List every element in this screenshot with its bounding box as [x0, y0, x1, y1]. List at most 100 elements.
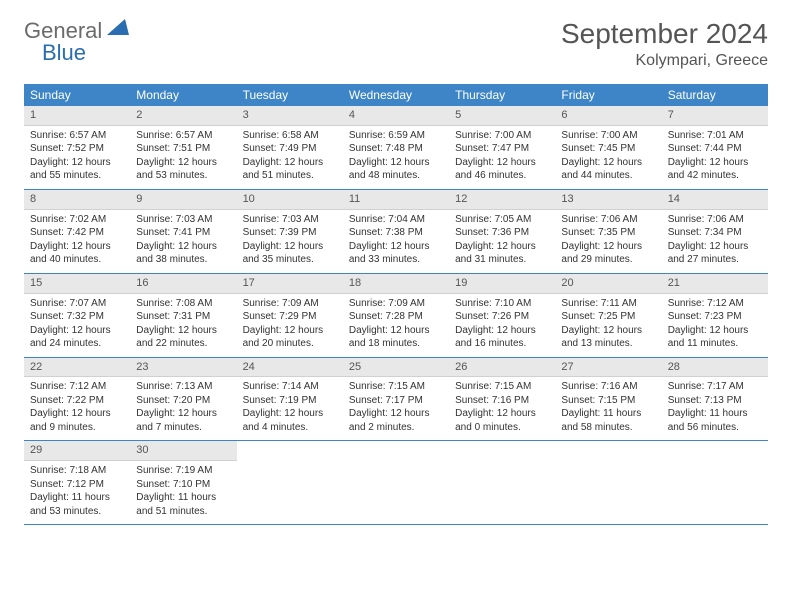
day-body: Sunrise: 6:57 AMSunset: 7:51 PMDaylight:… [130, 126, 236, 189]
daylight-text-2: and 53 minutes. [136, 169, 230, 183]
daylight-text-1: Daylight: 12 hours [136, 240, 230, 254]
sunset-text: Sunset: 7:28 PM [349, 310, 443, 324]
day-cell: 1Sunrise: 6:57 AMSunset: 7:52 PMDaylight… [24, 106, 130, 189]
daylight-text-1: Daylight: 12 hours [455, 324, 549, 338]
day-cell: 18Sunrise: 7:09 AMSunset: 7:28 PMDayligh… [343, 273, 449, 357]
day-number: 28 [662, 358, 768, 378]
weekday-header: Wednesday [343, 84, 449, 106]
weekday-header: Saturday [662, 84, 768, 106]
weekday-header-row: Sunday Monday Tuesday Wednesday Thursday… [24, 84, 768, 106]
sunset-text: Sunset: 7:12 PM [30, 478, 124, 492]
empty-cell [662, 441, 768, 525]
day-number: 23 [130, 358, 236, 378]
day-body: Sunrise: 7:06 AMSunset: 7:35 PMDaylight:… [555, 210, 661, 273]
daylight-text-1: Daylight: 12 hours [561, 240, 655, 254]
day-body: Sunrise: 7:09 AMSunset: 7:29 PMDaylight:… [237, 294, 343, 357]
day-body: Sunrise: 7:15 AMSunset: 7:17 PMDaylight:… [343, 377, 449, 440]
sunrise-text: Sunrise: 7:15 AM [349, 380, 443, 394]
day-body: Sunrise: 7:07 AMSunset: 7:32 PMDaylight:… [24, 294, 130, 357]
daylight-text-1: Daylight: 12 hours [30, 407, 124, 421]
daylight-text-2: and 58 minutes. [561, 421, 655, 435]
daylight-text-1: Daylight: 12 hours [668, 240, 762, 254]
day-cell: 15Sunrise: 7:07 AMSunset: 7:32 PMDayligh… [24, 273, 130, 357]
sunrise-text: Sunrise: 6:57 AM [136, 129, 230, 143]
day-number: 19 [449, 274, 555, 294]
sunset-text: Sunset: 7:45 PM [561, 142, 655, 156]
daylight-text-1: Daylight: 12 hours [243, 324, 337, 338]
calendar-row: 15Sunrise: 7:07 AMSunset: 7:32 PMDayligh… [24, 273, 768, 357]
sunset-text: Sunset: 7:29 PM [243, 310, 337, 324]
sunset-text: Sunset: 7:42 PM [30, 226, 124, 240]
daylight-text-2: and 22 minutes. [136, 337, 230, 351]
day-number: 5 [449, 106, 555, 126]
sunrise-text: Sunrise: 7:06 AM [668, 213, 762, 227]
daylight-text-1: Daylight: 11 hours [561, 407, 655, 421]
daylight-text-2: and 2 minutes. [349, 421, 443, 435]
day-number: 22 [24, 358, 130, 378]
weekday-header: Sunday [24, 84, 130, 106]
daylight-text-2: and 7 minutes. [136, 421, 230, 435]
sunrise-text: Sunrise: 7:14 AM [243, 380, 337, 394]
day-cell: 11Sunrise: 7:04 AMSunset: 7:38 PMDayligh… [343, 189, 449, 273]
day-number: 14 [662, 190, 768, 210]
sunset-text: Sunset: 7:22 PM [30, 394, 124, 408]
day-body: Sunrise: 7:00 AMSunset: 7:45 PMDaylight:… [555, 126, 661, 189]
sunset-text: Sunset: 7:23 PM [668, 310, 762, 324]
sunset-text: Sunset: 7:47 PM [455, 142, 549, 156]
location: Kolympari, Greece [561, 52, 768, 70]
sunset-text: Sunset: 7:34 PM [668, 226, 762, 240]
logo-text-2: Blue [42, 40, 86, 66]
daylight-text-1: Daylight: 12 hours [668, 324, 762, 338]
day-body: Sunrise: 7:14 AMSunset: 7:19 PMDaylight:… [237, 377, 343, 440]
sunset-text: Sunset: 7:16 PM [455, 394, 549, 408]
daylight-text-2: and 29 minutes. [561, 253, 655, 267]
day-body: Sunrise: 7:03 AMSunset: 7:39 PMDaylight:… [237, 210, 343, 273]
day-cell: 27Sunrise: 7:16 AMSunset: 7:15 PMDayligh… [555, 357, 661, 441]
day-cell: 19Sunrise: 7:10 AMSunset: 7:26 PMDayligh… [449, 273, 555, 357]
sunrise-text: Sunrise: 7:04 AM [349, 213, 443, 227]
day-cell: 16Sunrise: 7:08 AMSunset: 7:31 PMDayligh… [130, 273, 236, 357]
sunrise-text: Sunrise: 7:08 AM [136, 297, 230, 311]
calendar-row: 29Sunrise: 7:18 AMSunset: 7:12 PMDayligh… [24, 441, 768, 525]
calendar-row: 1Sunrise: 6:57 AMSunset: 7:52 PMDaylight… [24, 106, 768, 189]
daylight-text-1: Daylight: 11 hours [136, 491, 230, 505]
sunset-text: Sunset: 7:19 PM [243, 394, 337, 408]
sunrise-text: Sunrise: 7:11 AM [561, 297, 655, 311]
day-body: Sunrise: 7:02 AMSunset: 7:42 PMDaylight:… [24, 210, 130, 273]
sunrise-text: Sunrise: 7:09 AM [349, 297, 443, 311]
sunset-text: Sunset: 7:44 PM [668, 142, 762, 156]
daylight-text-2: and 27 minutes. [668, 253, 762, 267]
sunrise-text: Sunrise: 6:59 AM [349, 129, 443, 143]
daylight-text-2: and 56 minutes. [668, 421, 762, 435]
day-body: Sunrise: 7:06 AMSunset: 7:34 PMDaylight:… [662, 210, 768, 273]
header: General Blue September 2024 Kolympari, G… [24, 18, 768, 70]
daylight-text-1: Daylight: 12 hours [243, 407, 337, 421]
day-cell: 26Sunrise: 7:15 AMSunset: 7:16 PMDayligh… [449, 357, 555, 441]
empty-cell [237, 441, 343, 525]
day-cell: 20Sunrise: 7:11 AMSunset: 7:25 PMDayligh… [555, 273, 661, 357]
sunset-text: Sunset: 7:48 PM [349, 142, 443, 156]
sunset-text: Sunset: 7:20 PM [136, 394, 230, 408]
day-cell: 25Sunrise: 7:15 AMSunset: 7:17 PMDayligh… [343, 357, 449, 441]
sunrise-text: Sunrise: 7:18 AM [30, 464, 124, 478]
day-cell: 13Sunrise: 7:06 AMSunset: 7:35 PMDayligh… [555, 189, 661, 273]
day-body: Sunrise: 7:09 AMSunset: 7:28 PMDaylight:… [343, 294, 449, 357]
daylight-text-2: and 48 minutes. [349, 169, 443, 183]
daylight-text-1: Daylight: 12 hours [455, 407, 549, 421]
month-title: September 2024 [561, 18, 768, 50]
daylight-text-2: and 16 minutes. [455, 337, 549, 351]
day-number: 10 [237, 190, 343, 210]
daylight-text-1: Daylight: 12 hours [243, 240, 337, 254]
day-body: Sunrise: 6:58 AMSunset: 7:49 PMDaylight:… [237, 126, 343, 189]
sunset-text: Sunset: 7:26 PM [455, 310, 549, 324]
sunset-text: Sunset: 7:36 PM [455, 226, 549, 240]
sunrise-text: Sunrise: 7:17 AM [668, 380, 762, 394]
day-body: Sunrise: 7:12 AMSunset: 7:23 PMDaylight:… [662, 294, 768, 357]
weekday-header: Monday [130, 84, 236, 106]
day-number: 16 [130, 274, 236, 294]
sunrise-text: Sunrise: 7:00 AM [561, 129, 655, 143]
daylight-text-1: Daylight: 12 hours [243, 156, 337, 170]
daylight-text-1: Daylight: 12 hours [349, 240, 443, 254]
day-cell: 9Sunrise: 7:03 AMSunset: 7:41 PMDaylight… [130, 189, 236, 273]
daylight-text-1: Daylight: 12 hours [455, 240, 549, 254]
